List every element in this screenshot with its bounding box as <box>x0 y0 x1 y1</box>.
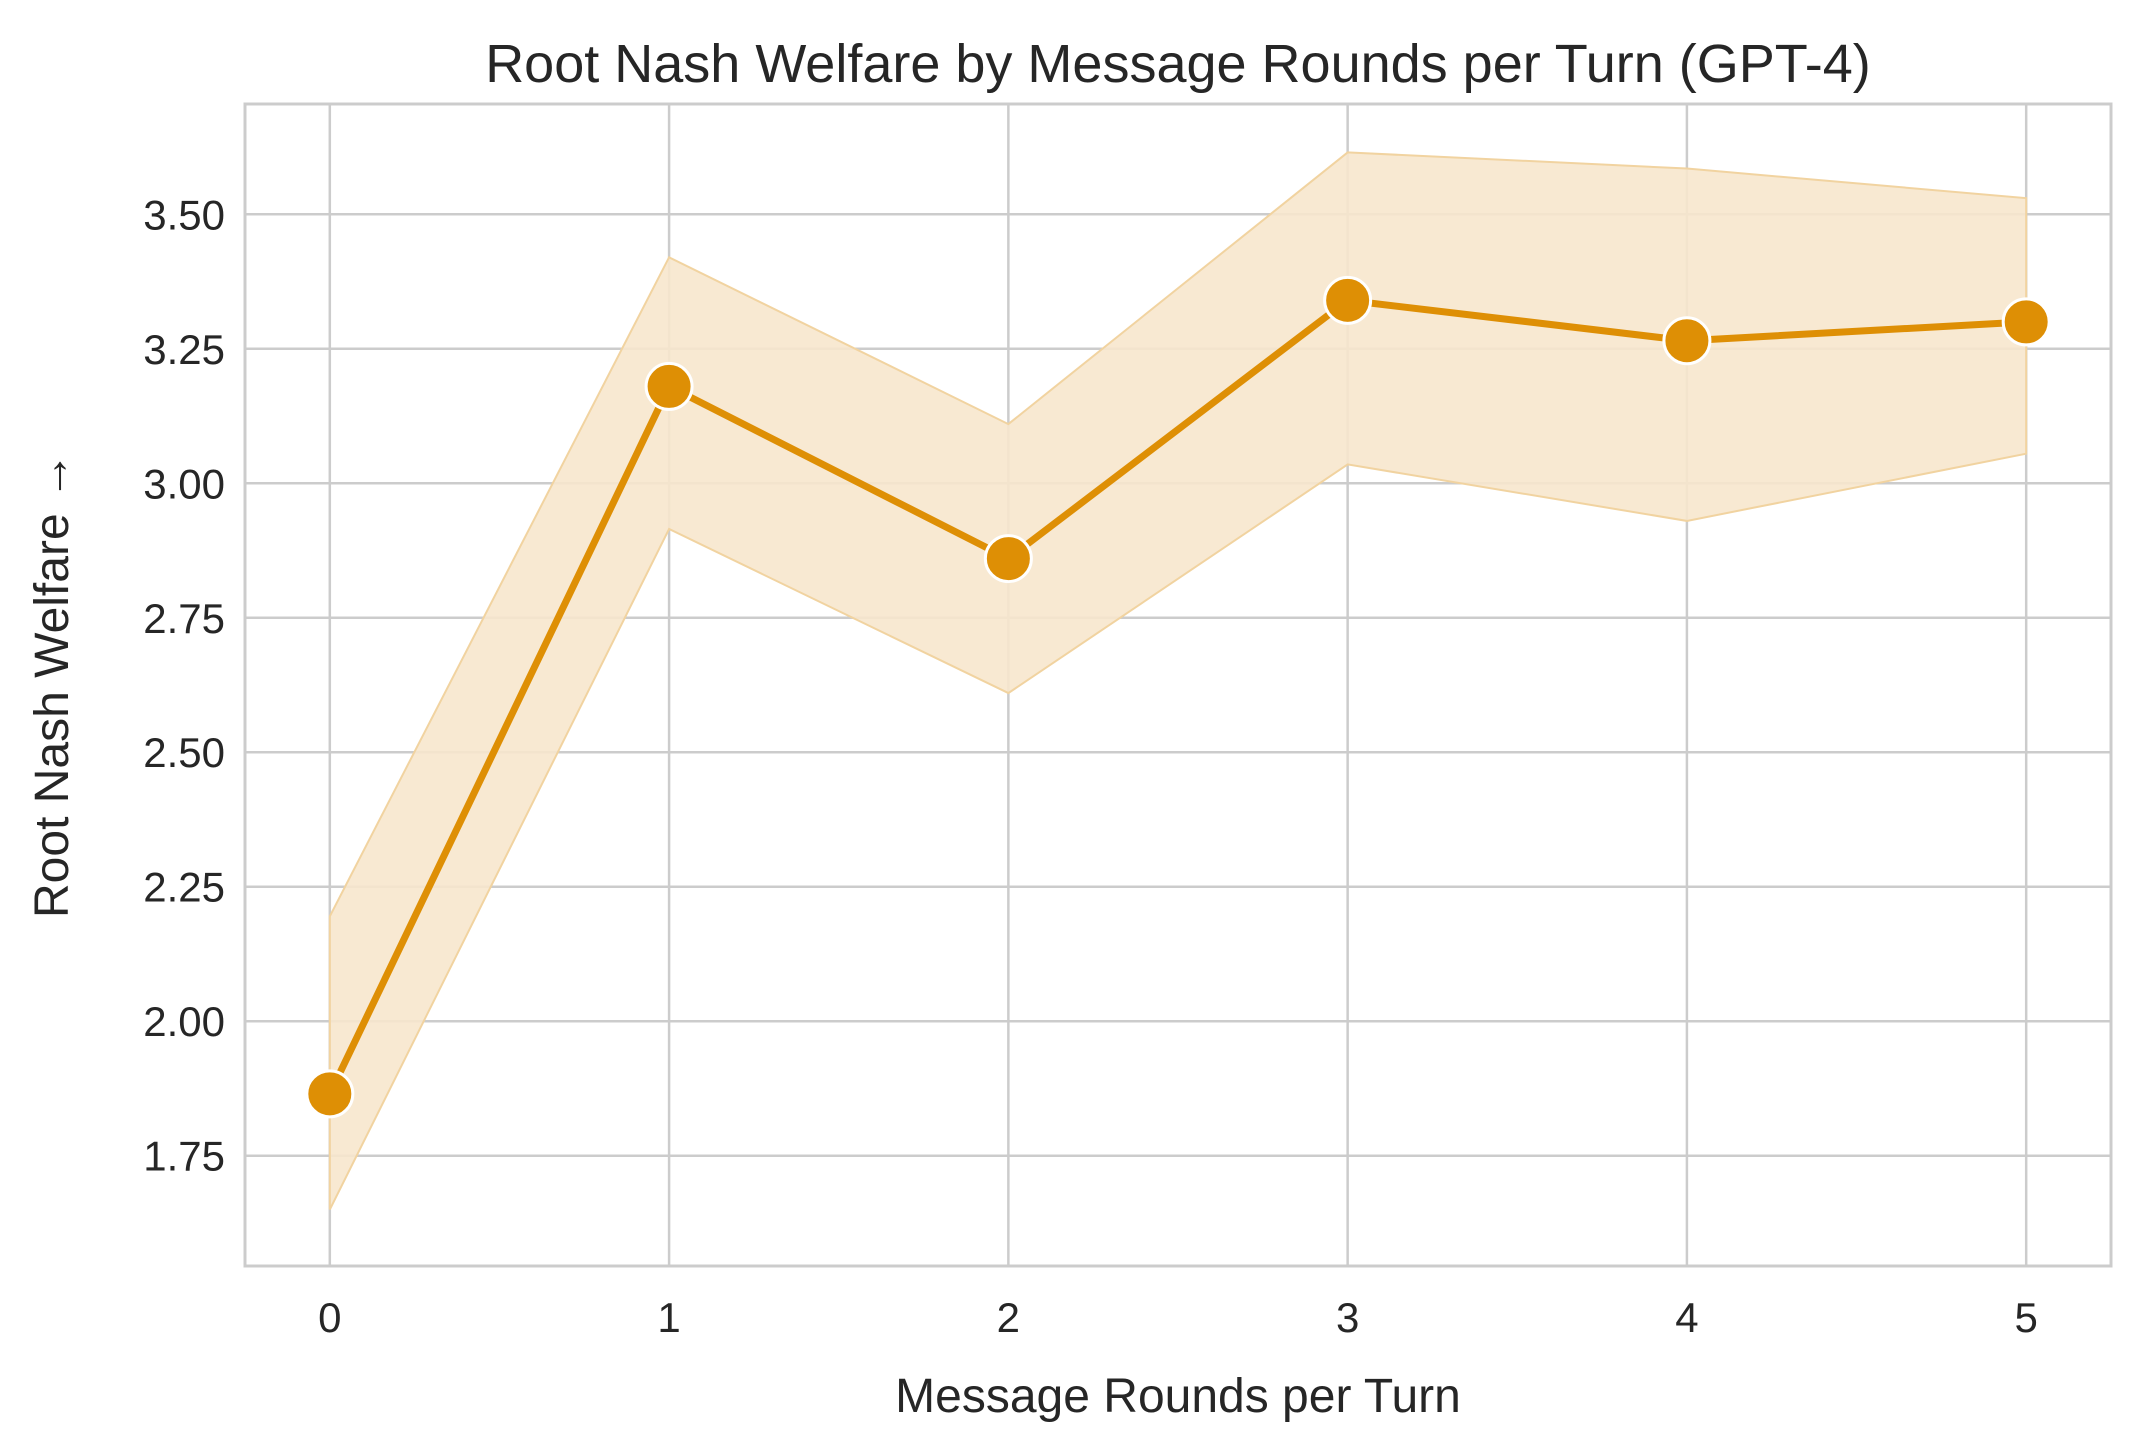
data-point <box>2001 297 2051 347</box>
y-tick-label: 3.25 <box>143 326 225 373</box>
chart-title: Root Nash Welfare by Message Rounds per … <box>485 34 1871 94</box>
y-tick-label: 3.00 <box>143 460 225 507</box>
x-tick-label: 5 <box>2015 1294 2038 1341</box>
series-points <box>305 275 2051 1119</box>
data-point <box>1323 275 1373 325</box>
confidence-band-area <box>328 151 2028 1210</box>
y-axis-ticks: 1.75 2.00 2.25 2.50 2.75 3.00 3.25 3.50 <box>143 191 225 1179</box>
y-tick-label: 2.50 <box>143 729 225 776</box>
x-tick-label: 3 <box>1336 1294 1359 1341</box>
y-tick-label: 3.50 <box>143 191 225 238</box>
y-tick-label: 2.00 <box>143 998 225 1045</box>
data-point <box>983 534 1033 584</box>
x-tick-label: 4 <box>1675 1294 1698 1341</box>
series-line-path <box>326 296 2030 1098</box>
data-point <box>644 361 694 411</box>
x-tick-label: 2 <box>997 1294 1020 1341</box>
series-line <box>326 296 2030 1098</box>
plot-frame <box>243 102 2113 1268</box>
x-axis-ticks: 0 1 2 3 4 5 <box>318 1294 2038 1341</box>
y-tick-label: 2.75 <box>143 595 225 642</box>
y-tick-label: 1.75 <box>143 1133 225 1180</box>
x-tick-label: 0 <box>318 1294 341 1341</box>
y-axis-label: Root Nash Welfare → <box>26 452 79 918</box>
x-tick-label: 1 <box>657 1294 680 1341</box>
data-point <box>1662 316 1712 366</box>
data-point <box>305 1069 355 1119</box>
x-axis-label: Message Rounds per Turn <box>895 1370 1461 1423</box>
y-tick-label: 2.25 <box>143 864 225 911</box>
confidence-band <box>328 151 2028 1210</box>
